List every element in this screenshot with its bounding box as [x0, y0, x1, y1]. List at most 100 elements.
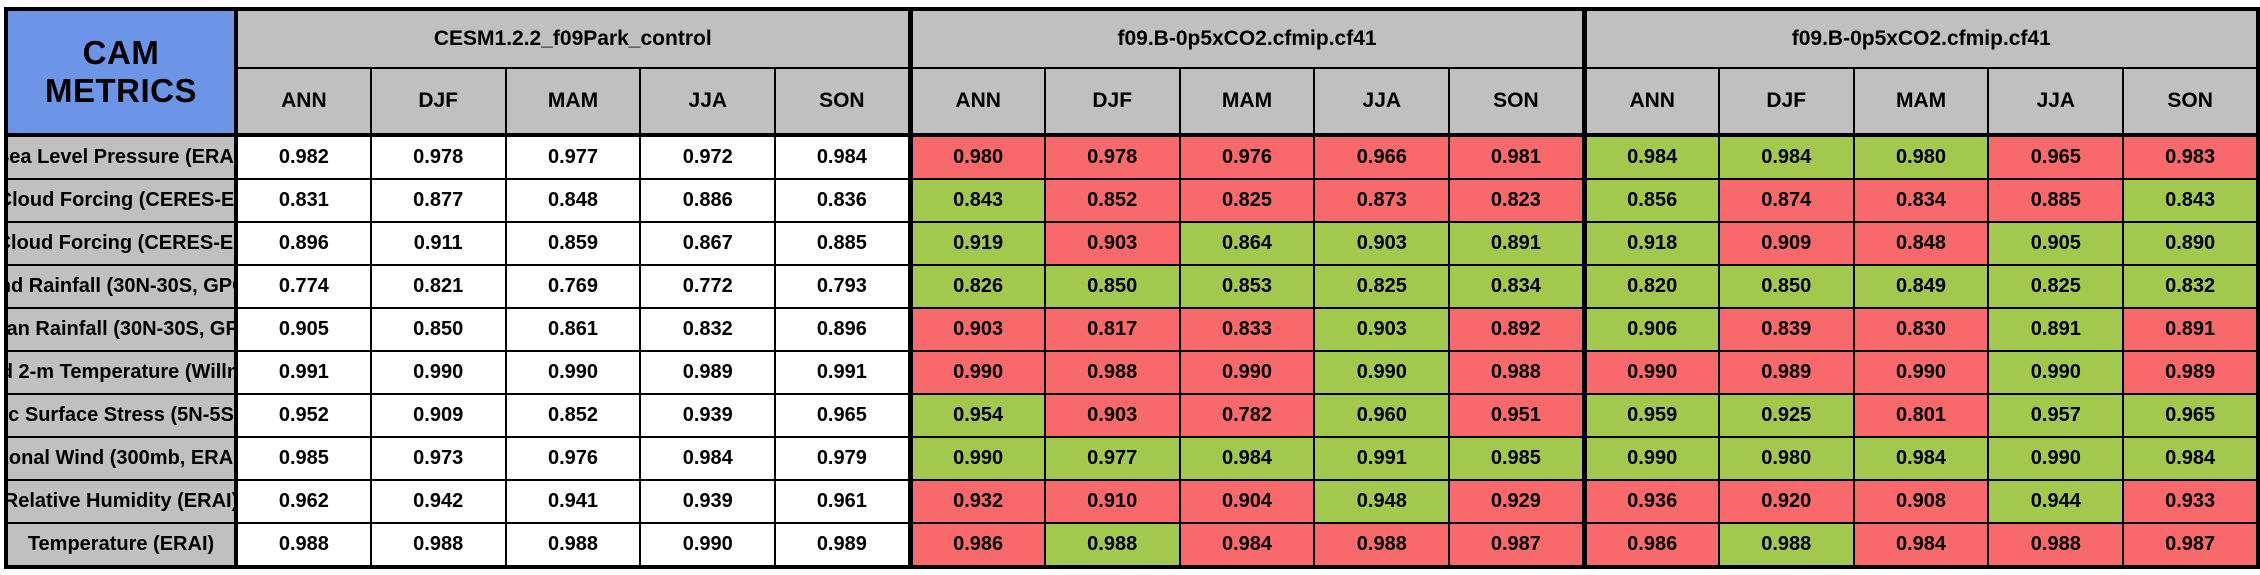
metric-cell: 0.903 [1043, 221, 1181, 266]
season-header-son-group2: SON [1448, 67, 1586, 137]
table-title: CAM METRICS [5, 8, 238, 137]
metric-cell: 0.990 [1581, 350, 1720, 395]
metric-cell: 0.873 [1313, 178, 1451, 223]
metric-cell: 0.990 [1581, 436, 1720, 481]
group-header-control: CESM1.2.2_f09Park_control [234, 8, 912, 69]
metric-cell: 0.821 [369, 264, 507, 309]
metric-cell: 0.990 [1313, 350, 1451, 395]
metric-cell: 0.991 [1313, 436, 1451, 481]
metric-cell: 0.903 [1043, 393, 1181, 438]
metric-cell: 0.980 [907, 134, 1046, 180]
metric-cell: 0.990 [1987, 350, 2125, 395]
metric-cell: 0.908 [1852, 479, 1990, 524]
season-header-djf-group2: DJF [1043, 67, 1181, 137]
season-header-row: ANN DJF MAM JJA SON ANN DJF MAM JJA SON ANN DJF MAM J… [6, 67, 2260, 137]
metric-cell: 0.848 [504, 178, 642, 223]
metric-cell: 0.976 [1178, 134, 1316, 180]
metric-cell: 0.929 [1448, 479, 1586, 524]
metric-cell: 0.817 [1043, 307, 1181, 352]
metric-cell: 0.877 [369, 178, 507, 223]
metric-cell: 0.831 [235, 178, 372, 223]
metric-cell: 0.954 [907, 393, 1046, 438]
metric-cell: 0.987 [2122, 522, 2260, 568]
metric-cell: 0.885 [1987, 178, 2125, 223]
metric-cell: 0.885 [774, 221, 912, 266]
metric-cell: 0.834 [1852, 178, 1990, 223]
metric-cell: 0.987 [1448, 522, 1586, 568]
metric-cell: 0.984 [774, 134, 912, 180]
metric-cell: 0.772 [639, 264, 777, 309]
metric-cell: 0.988 [504, 522, 642, 568]
metric-cell: 0.891 [2122, 307, 2260, 352]
metric-cell: 0.988 [1448, 350, 1586, 395]
metric-cell: 0.977 [504, 134, 642, 180]
metric-cell: 0.980 [1717, 436, 1855, 481]
season-header-jja-group2: JJA [1313, 67, 1451, 137]
metric-cell: 0.852 [504, 393, 642, 438]
metric-cell: 0.896 [774, 307, 912, 352]
metric-cell: 0.965 [774, 393, 912, 438]
metric-cell: 0.848 [1852, 221, 1990, 266]
metric-cell: 0.989 [2122, 350, 2260, 395]
row-label: Land 2-m Temperature (Willmott) [5, 350, 238, 395]
row-label: Relative Humidity (ERAI) [5, 479, 238, 524]
metric-cell: 0.933 [2122, 479, 2260, 524]
season-header-mam-group1: MAM [504, 67, 642, 137]
metric-cell: 0.985 [1448, 436, 1586, 481]
metric-cell: 0.984 [1581, 134, 1720, 180]
metric-cell: 0.948 [1313, 479, 1451, 524]
metric-cell: 0.850 [1717, 264, 1855, 309]
metric-cell: 0.988 [1043, 522, 1181, 568]
metric-cell: 0.852 [1043, 178, 1181, 223]
metric-cell: 0.769 [504, 264, 642, 309]
metric-cell: 0.856 [1581, 178, 1720, 223]
metric-cell: 0.976 [504, 436, 642, 481]
metric-cell: 0.988 [1717, 522, 1855, 568]
metric-cell: 0.801 [1852, 393, 1990, 438]
metric-cell: 0.836 [774, 178, 912, 223]
metric-row: Temperature (ERAI) 0.988 0.988 0.988 0.990 0.… [5, 522, 2260, 568]
metric-cell: 0.839 [1717, 307, 1855, 352]
row-label: Temperature (ERAI) [5, 522, 238, 568]
metric-row: Pacific Surface Stress (5N-5S,ERS)0.9520… [5, 393, 2260, 438]
metric-cell: 0.986 [1581, 522, 1720, 568]
metric-cell: 0.834 [1448, 264, 1586, 309]
metric-cell: 0.989 [774, 522, 912, 568]
metric-cell: 0.843 [907, 178, 1046, 223]
metric-cell: 0.951 [1448, 393, 1586, 438]
metric-cell: 0.979 [774, 436, 912, 481]
metric-row: Ocean Rainfall (30N-30S, GPCP)0.9050.850… [5, 307, 2260, 352]
row-label: LW Cloud Forcing (CERES-EBAF) [5, 221, 238, 266]
metric-cell: 0.977 [1043, 436, 1181, 481]
row-label: SW Cloud Forcing (CERES-EBAF) [5, 178, 238, 223]
season-header-ann-group1: ANN [235, 67, 372, 137]
row-label: Sea Level Pressure (ERAI) [5, 134, 238, 180]
metric-cell: 0.826 [907, 264, 1046, 309]
metric-cell: 0.886 [639, 178, 777, 223]
metric-cell: 0.849 [1852, 264, 1990, 309]
season-header-djf-group1: DJF [369, 67, 507, 137]
season-header-ann-group3: ANN [1581, 67, 1720, 137]
metric-cell: 0.859 [504, 221, 642, 266]
metric-cell: 0.820 [1581, 264, 1720, 309]
metric-cell: 0.991 [235, 350, 372, 395]
metric-cell: 0.891 [1448, 221, 1586, 266]
metric-cell: 0.990 [907, 350, 1046, 395]
group-header-row: CAM METRICS CESM1.2.2_f09Park_control f0… [5, 8, 2260, 137]
metric-cell: 0.990 [639, 522, 777, 568]
metric-cell: 0.960 [1313, 393, 1451, 438]
season-header-mam-group2: MAM [1178, 67, 1316, 137]
metric-cell: 0.984 [2122, 436, 2260, 481]
metric-row: Land 2-m Temperature (Willmott)0.991 0.99… [5, 350, 2260, 395]
season-header-jja-group1: JJA [639, 67, 777, 137]
metric-cell: 0.972 [639, 134, 777, 180]
metric-cell: 0.905 [1987, 221, 2125, 266]
season-header-jja-group3: JJA [1987, 67, 2125, 137]
season-header-djf-group3: DJF [1717, 67, 1855, 137]
metric-cell: 0.864 [1178, 221, 1316, 266]
metric-cell: 0.830 [1852, 307, 1990, 352]
metric-cell: 0.980 [1852, 134, 1990, 180]
metric-cell: 0.984 [1717, 134, 1855, 180]
metric-cell: 0.909 [1717, 221, 1855, 266]
